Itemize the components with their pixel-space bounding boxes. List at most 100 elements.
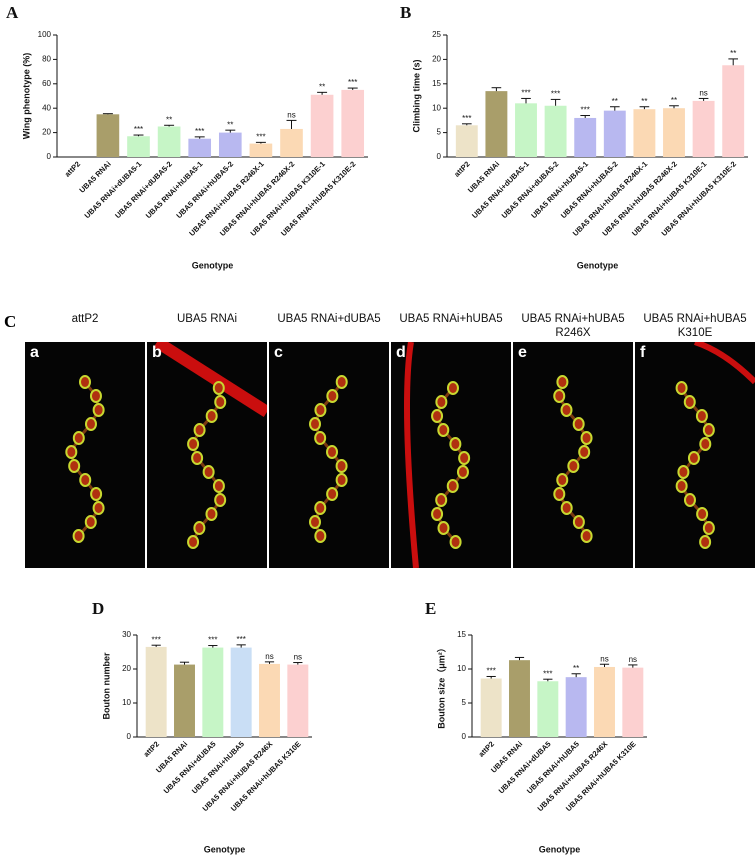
bouton <box>699 437 712 451</box>
y-tick-label: 0 <box>462 732 467 741</box>
bouton <box>675 479 688 493</box>
y-tick-label: 0 <box>437 152 442 161</box>
bar <box>249 143 273 157</box>
significance: ns <box>699 89 707 98</box>
bouton <box>572 515 585 529</box>
x-axis-label: Genotype <box>577 260 619 270</box>
bouton <box>456 465 469 479</box>
significance: *** <box>462 114 471 123</box>
x-tick-label: attP2 <box>63 159 82 178</box>
bouton <box>314 403 327 417</box>
bouton <box>431 409 444 423</box>
bar <box>480 678 502 737</box>
y-tick-label: 10 <box>122 698 131 707</box>
x-tick-label: UBA5 RNAi+hUBA5 <box>525 739 581 795</box>
micrograph-art <box>65 375 105 543</box>
bouton <box>92 403 105 417</box>
micrograph-art <box>675 342 755 549</box>
bouton <box>435 493 448 507</box>
bar <box>663 108 685 157</box>
panel-label: E <box>425 599 436 618</box>
y-axis-label: Climbing time (s) <box>411 59 421 132</box>
bouton <box>683 395 696 409</box>
x-tick-label: UBA5 RNAi+hUBA5-1 <box>144 159 205 220</box>
micrograph-art <box>553 375 593 543</box>
image-letter: e <box>518 344 527 361</box>
micrograph-art <box>153 342 267 549</box>
bouton <box>675 381 688 395</box>
y-tick-label: 40 <box>42 103 51 112</box>
x-axis-label: Genotype <box>204 844 246 854</box>
bouton <box>437 423 450 437</box>
image-letter: c <box>274 344 283 361</box>
bouton <box>212 479 225 493</box>
image-letter: d <box>396 344 406 361</box>
bouton <box>187 535 200 549</box>
significance: ns <box>294 653 302 662</box>
bar <box>287 664 309 737</box>
image-title: UBA5 RNAi <box>176 313 238 325</box>
bouton <box>326 487 339 501</box>
bar <box>622 667 644 737</box>
bouton <box>326 389 339 403</box>
bouton <box>687 451 700 465</box>
bouton <box>449 437 462 451</box>
bouton <box>314 529 327 543</box>
x-tick-label: UBA5 RNAi+dUBA5-2 <box>113 159 174 220</box>
bouton <box>580 529 593 543</box>
y-tick-label: 5 <box>462 698 467 707</box>
x-tick-label: attP2 <box>477 739 496 758</box>
bar <box>157 126 181 157</box>
bouton <box>193 521 206 535</box>
bouton <box>677 465 690 479</box>
bouton <box>191 451 204 465</box>
x-tick-label: UBA5 RNAi+hUBA5-2 <box>174 159 235 220</box>
significance: *** <box>208 636 217 645</box>
bouton <box>567 459 580 473</box>
y-tick-label: 25 <box>432 30 441 39</box>
image-title: UBA5 RNAi+hUBA5 <box>399 313 503 325</box>
y-tick-label: 0 <box>47 152 52 161</box>
y-tick-label: 10 <box>457 664 466 673</box>
x-tick-label: UBA5 RNAi+hUBA5-2 <box>559 159 620 220</box>
bouton <box>699 535 712 549</box>
bar <box>722 65 745 157</box>
bouton <box>84 417 97 431</box>
bar <box>485 91 508 157</box>
bouton <box>92 501 105 515</box>
bouton <box>578 445 591 459</box>
significance: ** <box>573 664 579 673</box>
bar <box>310 94 334 157</box>
axon <box>191 387 222 543</box>
y-tick-label: 15 <box>457 630 466 639</box>
bouton <box>683 493 696 507</box>
significance: *** <box>151 635 160 644</box>
micrograph-art <box>309 375 348 543</box>
y-axis-label: Bouton size（μm²） <box>436 643 446 729</box>
bar <box>537 681 559 737</box>
bouton <box>214 493 227 507</box>
nerve <box>153 342 267 418</box>
bouton <box>79 473 92 487</box>
significance: *** <box>236 635 245 644</box>
bar <box>565 677 587 737</box>
significance: *** <box>551 90 560 99</box>
bouton <box>435 395 448 409</box>
y-tick-label: 0 <box>127 732 132 741</box>
x-tick-label: UBA5 RNAi+dUBA5 <box>162 739 218 795</box>
nerve <box>404 342 419 568</box>
bouton <box>580 431 593 445</box>
micrograph: c <box>269 342 389 568</box>
bouton <box>553 487 566 501</box>
bouton <box>446 381 459 395</box>
bouton <box>560 501 573 515</box>
bouton <box>695 409 708 423</box>
bouton <box>556 473 569 487</box>
bar <box>127 136 150 157</box>
micrograph: a <box>25 342 145 568</box>
image-letter: f <box>640 344 646 361</box>
micrograph: d <box>391 342 511 568</box>
bouton <box>72 529 85 543</box>
bouton <box>326 445 339 459</box>
